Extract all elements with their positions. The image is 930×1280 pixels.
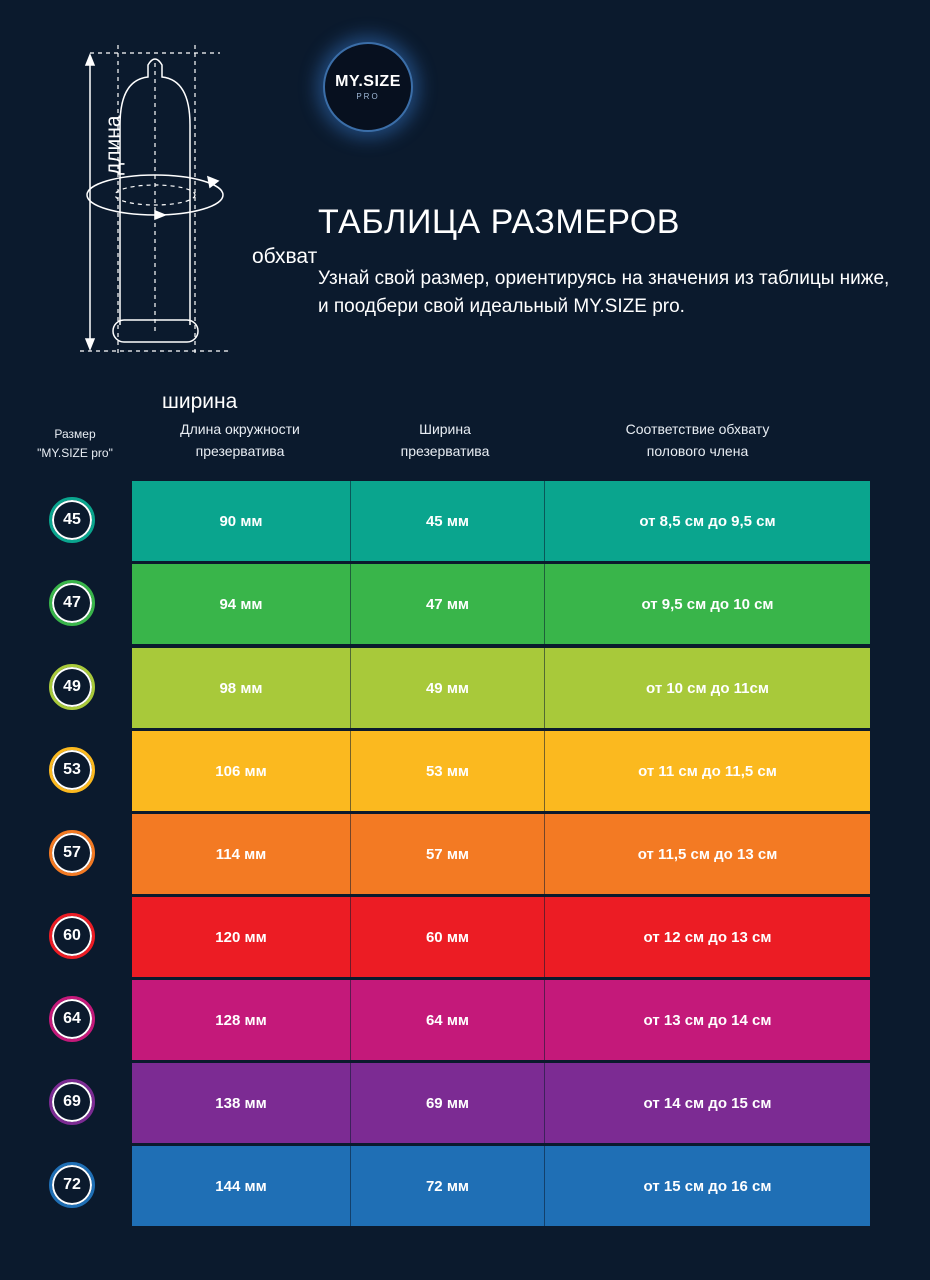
size-badge: 49 [49,664,95,710]
header-size-line1: Размер [54,427,96,441]
fit-cell: от 9,5 см до 10 см [641,595,774,613]
table-row: 120 мм 60 мм от 12 см до 13 см [132,897,870,977]
page-subtitle: Узнай свой размер, ориентируясь на значе… [318,268,890,317]
length-cell: 144 мм [215,1177,267,1195]
table-row: 90 мм 45 мм от 8,5 см до 9,5 см [132,481,870,561]
width-cell: 64 мм [350,980,545,1060]
width-cell: 45 мм [350,481,545,561]
width-cell: 57 мм [350,814,545,894]
table-row: 114 мм 57 мм от 11,5 см до 13 см [132,814,870,894]
length-cell: 128 мм [215,1011,267,1029]
length-cell: 120 мм [215,928,267,946]
header-size: Размер "MY.SIZE pro" [25,425,125,463]
size-badge: 47 [49,580,95,626]
header-fit-line1: Соответствие обхвату [625,421,770,437]
logo-main-text: MY.SIZE [335,73,401,90]
logo-sub-text: PRO [356,92,380,101]
header-width-line2: презерватива [400,443,490,459]
fit-cell: от 11,5 см до 13 см [637,845,778,863]
fit-cell: от 15 см до 16 см [643,1177,772,1195]
page-title: ТАБЛИЦА РАЗМЕРОВ [318,203,680,241]
size-diagram: длина обхват ширина [50,35,317,413]
table-row: 144 мм 72 мм от 15 см до 16 см [132,1146,870,1226]
width-cell: 72 мм [350,1146,545,1226]
size-badge: 64 [49,996,95,1042]
size-badge: 60 [49,913,95,959]
size-badge: 53 [49,747,95,793]
length-cell: 138 мм [215,1094,267,1112]
size-badge: 69 [49,1079,95,1125]
length-cell: 114 мм [215,845,267,863]
length-cell: 90 мм [219,512,263,530]
width-cell: 69 мм [350,1063,545,1143]
length-label: длина [102,115,125,175]
fit-cell: от 8,5 см до 9,5 см [639,512,776,530]
table-row: 98 мм 49 мм от 10 см до 11см [132,648,870,728]
length-cell: 98 мм [219,679,263,697]
fit-cell: от 12 см до 13 см [643,928,772,946]
header-length-line1: Длина окружности [180,421,300,437]
size-badge: 72 [49,1162,95,1208]
fit-cell: от 10 см до 11см [646,679,769,697]
length-cell: 106 мм [215,762,267,780]
length-cell: 94 мм [219,595,263,613]
header-length-line2: презерватива [195,443,285,459]
fit-cell: от 11 см до 11,5 см [638,762,777,780]
fit-cell: от 14 см до 15 см [643,1094,772,1112]
table-row: 138 мм 69 мм от 14 см до 15 см [132,1063,870,1143]
condom-outline-icon [80,45,230,353]
table-row: 94 мм 47 мм от 9,5 см до 10 см [132,564,870,644]
table-row: 106 мм 53 мм от 11 см до 11,5 см [132,731,870,811]
size-badge: 45 [49,497,95,543]
girth-label: обхват [252,245,318,268]
width-cell: 53 мм [350,731,545,811]
header-fit: Соответствие обхвату полового члена [585,418,810,462]
table-row: 128 мм 64 мм от 13 см до 14 см [132,980,870,1060]
width-cell: 49 мм [350,648,545,728]
width-cell: 60 мм [350,897,545,977]
fit-cell: от 13 см до 14 см [643,1011,772,1029]
header-width: Ширина презерватива [365,418,525,462]
header-width-line1: Ширина [419,421,471,437]
header-fit-line2: полового члена [646,443,749,459]
width-cell: 47 мм [350,564,545,644]
brand-logo: MY.SIZE PRO [323,42,413,132]
size-badge: 57 [49,830,95,876]
header-length: Длина окружности презерватива [155,418,325,462]
width-label: ширина [162,390,238,413]
header-size-line2: "MY.SIZE pro" [37,446,113,460]
